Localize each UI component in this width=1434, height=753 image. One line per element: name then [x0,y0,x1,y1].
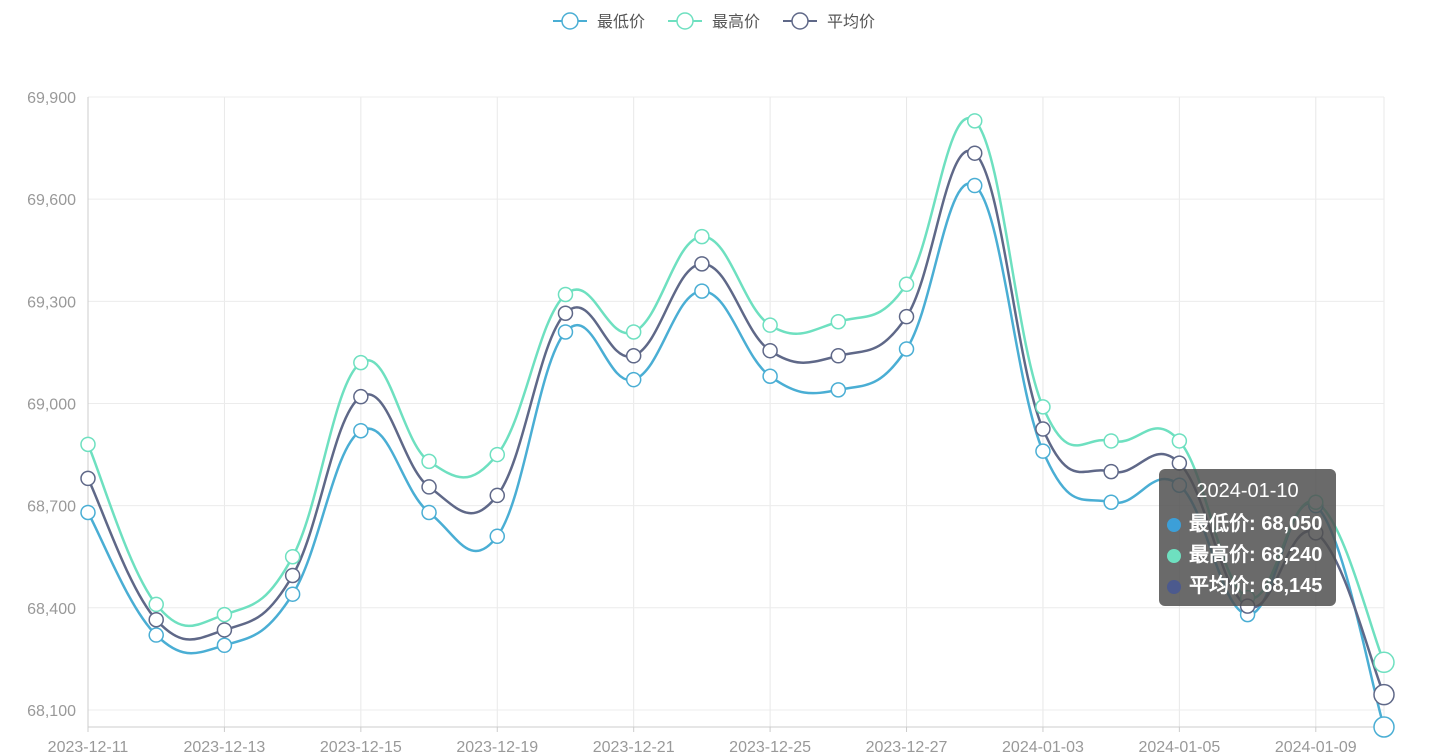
data-point[interactable] [489,487,506,504]
data-point[interactable] [1373,651,1395,674]
x-tick-label: 2023-12-25 [729,739,811,753]
tooltip-row-high: 最高价: 68,240 [1167,540,1328,571]
data-point[interactable] [557,305,574,321]
x-tick-label: 2023-12-13 [183,739,265,753]
data-point[interactable] [353,388,369,405]
chart-tooltip: 2024-01-10 最低价: 68,050 最高价: 68,240 平均价: … [1159,469,1336,606]
y-tick-label: 69,000 [27,396,76,413]
data-point[interactable] [762,368,778,384]
data-point[interactable] [148,611,164,628]
x-tick-label: 2024-01-09 [1275,739,1357,753]
data-point[interactable] [830,382,847,398]
data-point[interactable] [557,324,574,340]
tooltip-low-dot-icon [1167,517,1181,532]
tooltip-avg-text: 平均价: 68,145 [1189,575,1323,597]
data-point[interactable] [1103,494,1119,510]
tooltip-row-avg: 平均价: 68,145 [1167,571,1328,602]
data-point[interactable] [1103,463,1119,480]
data-point[interactable] [216,606,233,623]
data-point[interactable] [421,453,437,470]
data-point[interactable] [694,256,710,272]
data-point[interactable] [557,286,574,303]
legend-marker-icon[interactable] [791,12,809,30]
data-point[interactable] [1035,399,1051,415]
x-tick-label: 2023-12-21 [593,739,675,753]
legend-label[interactable]: 最高价 [712,13,760,31]
data-point[interactable] [216,637,233,654]
tooltip-high-text: 最高价: 68,240 [1189,544,1323,566]
series-line-2 [86,149,1386,696]
data-point[interactable] [353,422,369,439]
data-point[interactable] [762,317,778,333]
tooltip-avg-dot-icon [1167,579,1181,594]
legend-label[interactable]: 最低价 [597,13,645,31]
data-point[interactable] [898,308,915,325]
data-point[interactable] [216,622,233,638]
data-point[interactable] [80,504,96,521]
data-point[interactable] [762,342,778,359]
data-point[interactable] [80,436,96,453]
x-tick-label: 2023-12-19 [456,739,538,753]
data-point[interactable] [966,145,983,161]
y-tick-label: 69,900 [27,90,76,107]
data-point[interactable] [625,371,642,388]
y-tick-label: 68,700 [27,499,76,516]
x-tick-label: 2023-12-27 [866,739,948,753]
data-point[interactable] [694,228,710,245]
data-point[interactable] [1171,455,1188,471]
data-point[interactable] [898,341,915,357]
legend-label[interactable]: 平均价 [827,13,875,31]
data-point[interactable] [1171,433,1188,449]
x-tick-label: 2023-12-11 [48,739,129,753]
tooltip-low-text: 最低价: 68,050 [1189,513,1323,535]
tooltip-high-dot-icon [1167,548,1181,563]
x-tick-label: 2024-01-05 [1138,739,1220,753]
data-point[interactable] [1035,443,1051,459]
data-point[interactable] [80,470,96,487]
tooltip-title: 2024-01-10 [1196,480,1299,502]
data-point[interactable] [830,348,847,364]
data-point[interactable] [148,627,164,643]
y-tick-label: 68,100 [27,703,76,720]
legend-marker-icon[interactable] [676,12,694,30]
data-point[interactable] [1035,421,1051,437]
data-point[interactable] [694,283,710,299]
data-point[interactable] [421,504,437,521]
x-tick-label: 2023-12-15 [320,739,402,753]
data-point[interactable] [1103,433,1119,449]
data-point[interactable] [353,354,369,371]
data-point[interactable] [1373,683,1395,706]
data-point[interactable] [625,324,642,340]
data-point[interactable] [625,348,642,364]
data-point[interactable] [966,113,983,129]
data-point[interactable] [830,314,847,330]
data-point[interactable] [284,586,301,602]
data-point[interactable] [898,276,915,293]
y-tick-label: 69,300 [27,294,76,311]
data-point[interactable] [421,479,437,495]
tooltip-row-low: 最低价: 68,050 [1167,509,1328,540]
data-point[interactable] [1373,716,1395,738]
legend-marker-icon[interactable] [561,12,579,30]
data-point[interactable] [284,567,301,584]
y-tick-label: 69,600 [27,192,76,209]
data-point[interactable] [148,596,164,613]
data-point[interactable] [489,528,506,545]
x-tick-label: 2024-01-03 [1002,739,1084,753]
data-point[interactable] [489,446,506,463]
data-point[interactable] [966,177,983,194]
y-tick-label: 68,400 [27,601,76,618]
data-point[interactable] [284,548,301,565]
